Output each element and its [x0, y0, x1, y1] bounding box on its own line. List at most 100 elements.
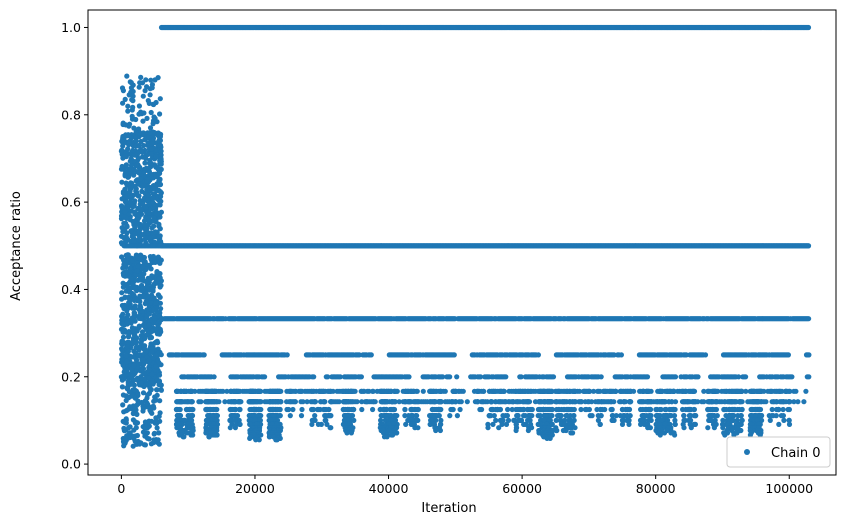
- data-point: [158, 257, 164, 263]
- data-point: [128, 228, 134, 234]
- data-point: [158, 148, 164, 154]
- data-point: [144, 84, 150, 90]
- data-point: [120, 265, 126, 271]
- data-point: [157, 181, 164, 188]
- data-point: [120, 120, 126, 126]
- data-point: [142, 88, 148, 94]
- data-point: [125, 146, 131, 152]
- data-point: [125, 339, 131, 345]
- data-point: [141, 370, 147, 376]
- data-point: [125, 108, 131, 114]
- data-point: [358, 374, 364, 380]
- data-point: [644, 374, 651, 380]
- data-point: [138, 380, 144, 386]
- data-point: [189, 413, 196, 419]
- data-point: [147, 92, 153, 98]
- data-point: [149, 294, 155, 300]
- data-point: [140, 93, 146, 99]
- data-point: [130, 338, 137, 344]
- data-point: [183, 399, 189, 405]
- data-point: [132, 405, 138, 411]
- data-point: [148, 387, 154, 393]
- data-point: [148, 160, 154, 166]
- data-point: [145, 176, 151, 182]
- data-point: [151, 315, 158, 321]
- data-point: [140, 429, 147, 435]
- data-point: [136, 111, 142, 117]
- data-point: [136, 170, 142, 176]
- data-point: [125, 103, 131, 109]
- data-point: [124, 359, 130, 365]
- data-point: [124, 319, 130, 325]
- data-point: [146, 357, 152, 364]
- data-point: [157, 96, 163, 102]
- data-point: [156, 178, 162, 184]
- data-point: [503, 374, 509, 380]
- data-point: [134, 411, 140, 417]
- data-point: [130, 280, 136, 287]
- data-point: [126, 190, 132, 196]
- data-point: [155, 165, 161, 171]
- data-point: [789, 374, 795, 380]
- data-point: [126, 140, 132, 146]
- data-point: [743, 374, 749, 380]
- data-point: [147, 276, 153, 282]
- data-point: [130, 204, 136, 210]
- data-point: [149, 146, 155, 152]
- data-point: [128, 381, 134, 387]
- data-point: [131, 292, 137, 298]
- data-point: [130, 218, 136, 225]
- data-point: [158, 198, 164, 204]
- data-point: [143, 382, 149, 388]
- data-point: [127, 265, 133, 271]
- data-point: [144, 197, 151, 203]
- data-point: [148, 77, 154, 83]
- data-point: [136, 323, 142, 329]
- data-point: [151, 255, 157, 261]
- data-point: [135, 390, 141, 396]
- data-point: [153, 364, 159, 370]
- data-point: [147, 125, 154, 131]
- data-point: [143, 155, 149, 161]
- data-point: [126, 389, 132, 395]
- data-point: [120, 402, 126, 408]
- data-point: [142, 335, 148, 342]
- data-point: [153, 300, 159, 306]
- data-point: [132, 231, 138, 237]
- data-point: [119, 374, 125, 380]
- data-point: [157, 134, 163, 140]
- data-point: [133, 425, 139, 431]
- data-point: [131, 238, 137, 244]
- data-point: [123, 420, 129, 426]
- data-point: [535, 352, 542, 358]
- data-point: [144, 422, 150, 428]
- data-point: [806, 352, 812, 358]
- data-point: [119, 85, 126, 91]
- data-point: [150, 118, 157, 124]
- data-point: [447, 374, 453, 380]
- data-point: [136, 212, 142, 218]
- data-point: [122, 209, 128, 215]
- data-point: [130, 354, 136, 360]
- data-point: [136, 84, 142, 90]
- data-point: [142, 442, 148, 448]
- data-point: [150, 286, 156, 292]
- data-point: [156, 276, 162, 282]
- data-point: [368, 352, 374, 358]
- data-point: [143, 204, 149, 210]
- data-point: [136, 103, 142, 109]
- data-point: [132, 420, 138, 426]
- data-point: [141, 271, 147, 277]
- data-point: [142, 222, 148, 228]
- data-point: [120, 362, 126, 368]
- data-point: [132, 318, 138, 324]
- data-point: [156, 441, 162, 447]
- data-point: [153, 418, 159, 424]
- data-point: [145, 392, 151, 398]
- data-point: [147, 318, 153, 324]
- data-point: [134, 161, 140, 167]
- data-point: [132, 305, 138, 311]
- data-point: [129, 97, 135, 103]
- data-point: [131, 362, 137, 369]
- data-point: [158, 159, 164, 165]
